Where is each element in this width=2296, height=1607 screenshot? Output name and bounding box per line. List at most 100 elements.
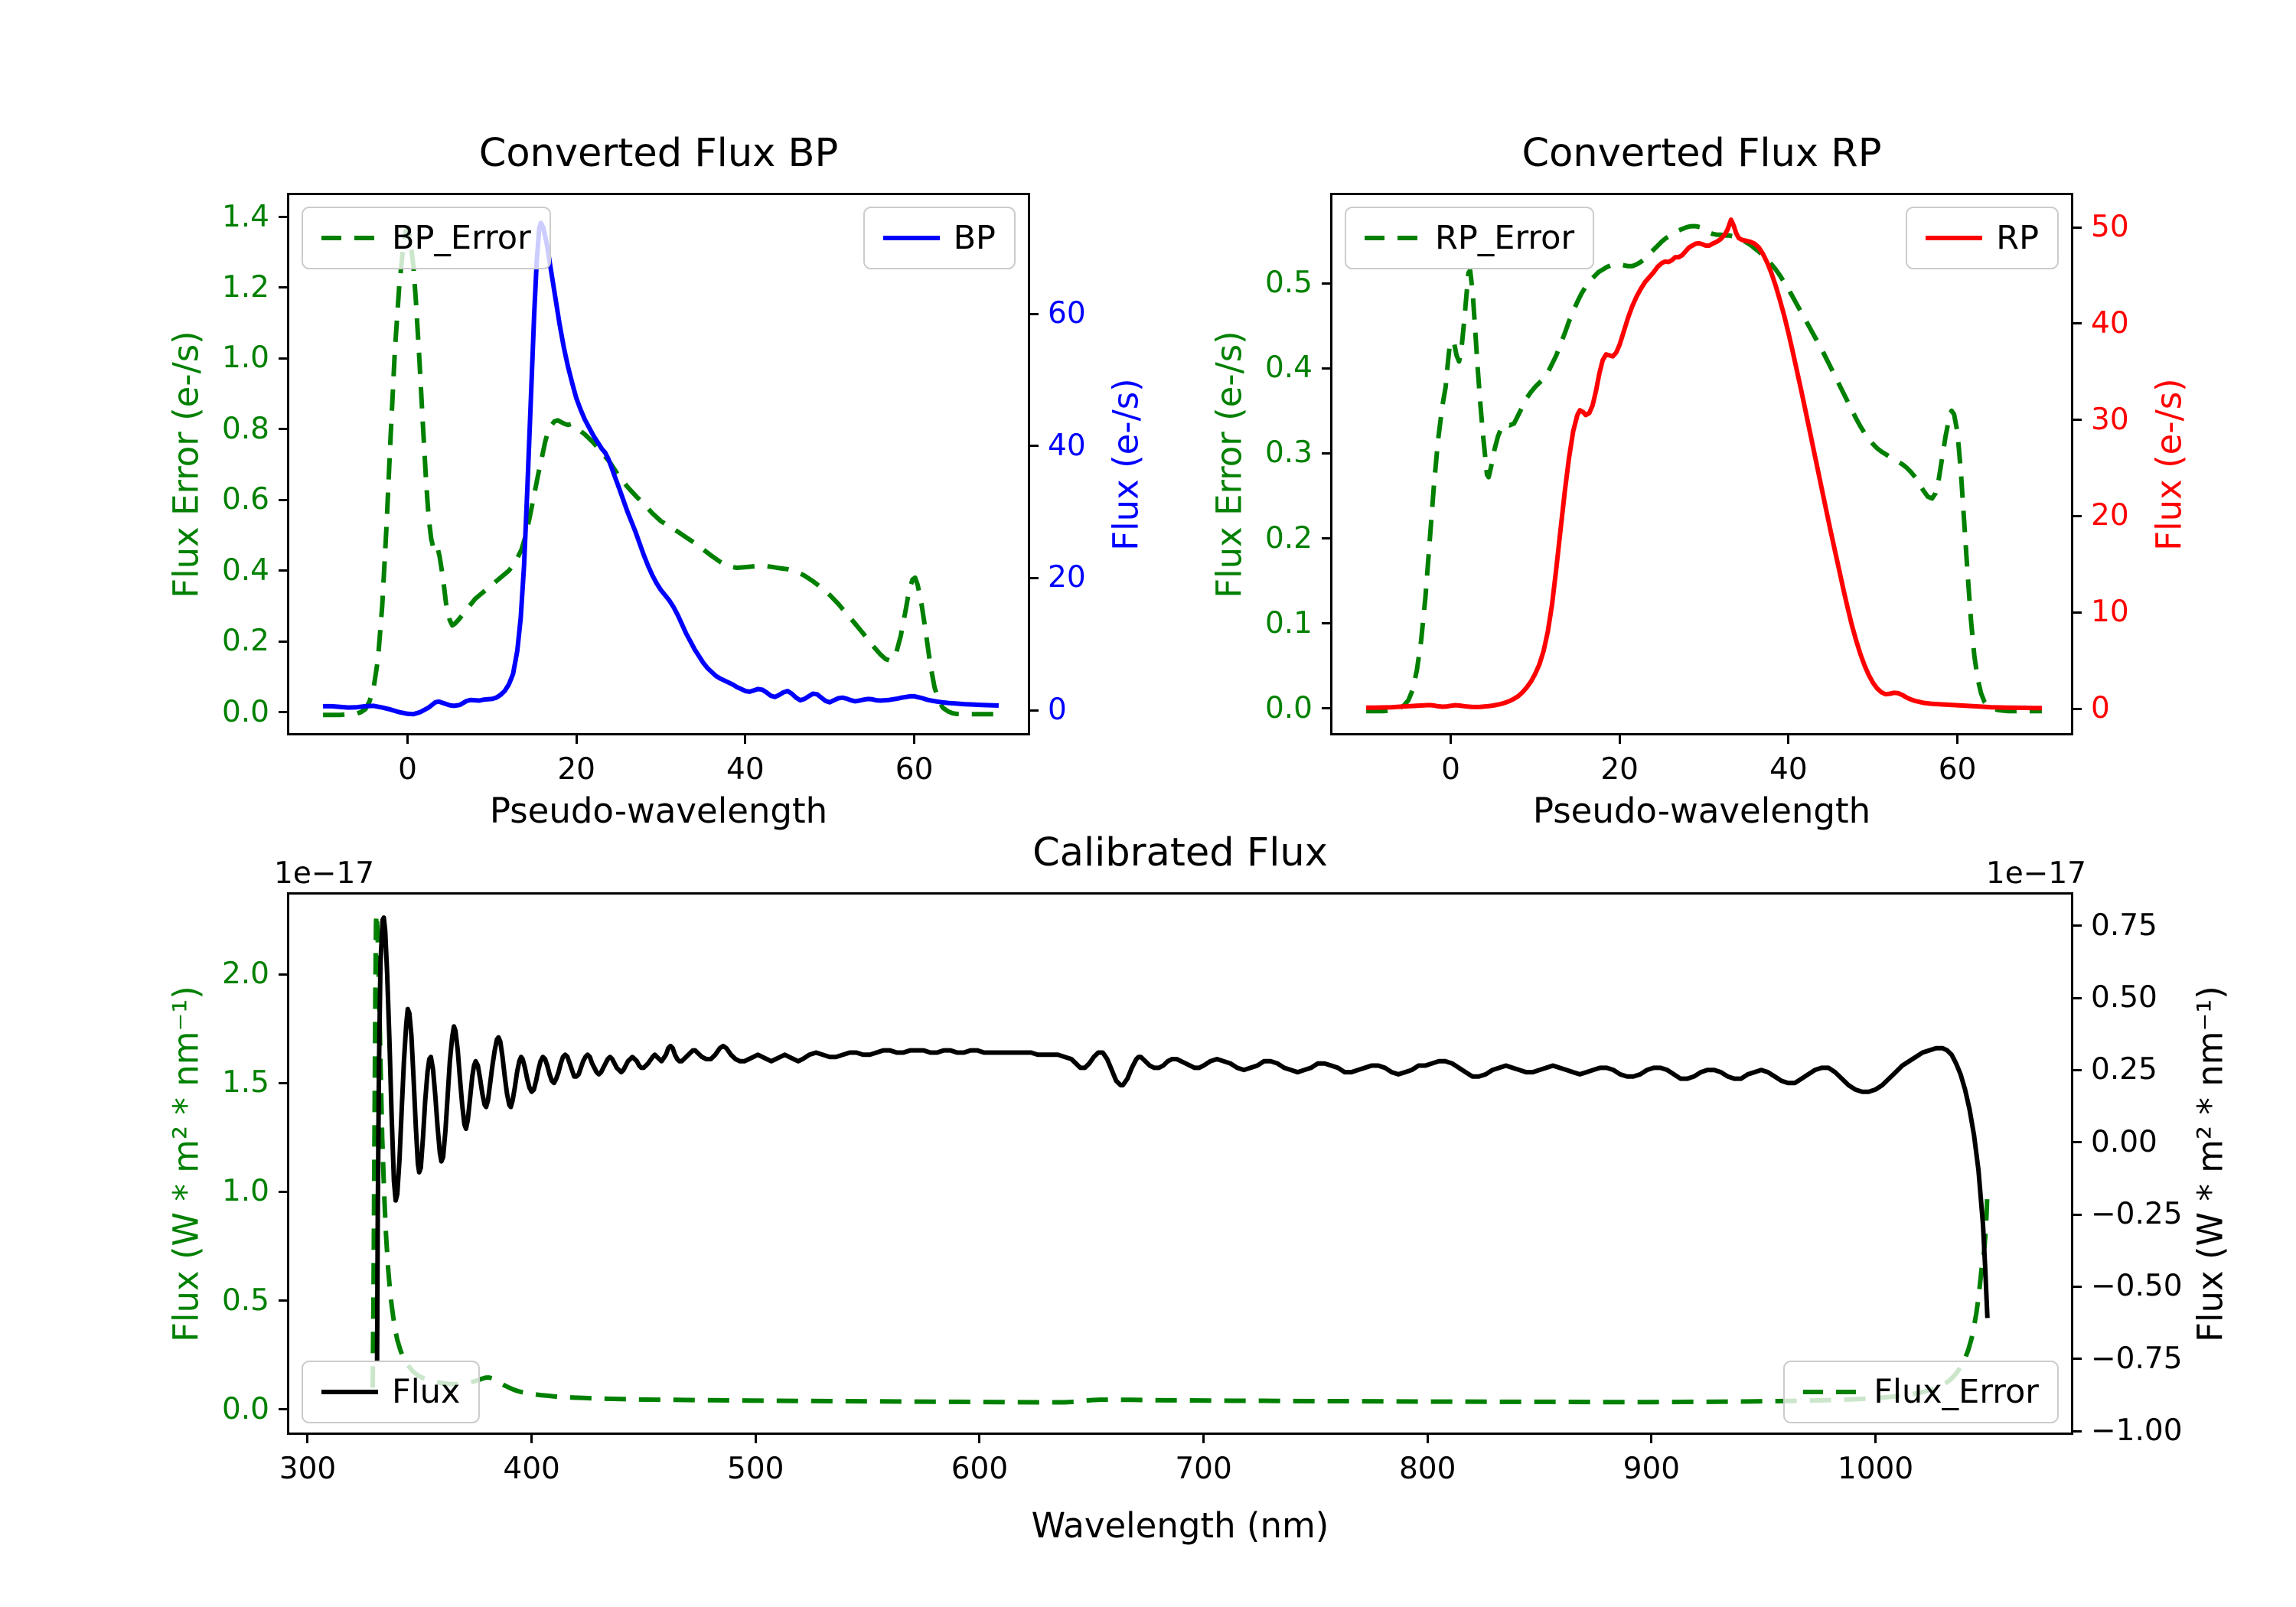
y-tick-label-left: 0.0 — [221, 1391, 269, 1426]
legend-label: Flux_Error — [1874, 1373, 2039, 1411]
y-tick-mark-left — [1322, 451, 1332, 455]
chart-title-rp: Converted Flux RP — [1521, 131, 1882, 176]
x-tick-mark — [1449, 733, 1452, 744]
y-tick-mark-left — [279, 498, 289, 501]
chart-title-bp: Converted Flux BP — [478, 131, 839, 176]
y-tick-mark-right — [1028, 709, 1039, 712]
x-tick-label: 0 — [398, 752, 417, 787]
x-tick-mark — [1618, 733, 1621, 744]
y-tick-mark-left — [1322, 282, 1332, 285]
y-tick-label-left: 1.0 — [221, 1174, 269, 1209]
x-axis-label-bp: Pseudo-wavelength — [489, 790, 828, 831]
y-tick-label-right: −0.25 — [2091, 1197, 2183, 1232]
y-tick-label-left: 1.5 — [221, 1065, 269, 1100]
y-tick-mark-right — [2071, 419, 2082, 422]
y-tick-label-right: −0.50 — [2091, 1269, 2183, 1304]
legend-dashed-line-sample — [1365, 236, 1421, 240]
x-tick-label: 60 — [895, 752, 934, 787]
y-tick-mark-left — [279, 640, 289, 643]
legend-solid-line-sample — [882, 236, 940, 240]
x-tick-mark — [1650, 1433, 1653, 1443]
y-tick-mark-right — [1028, 445, 1039, 448]
y-tick-label-left: 0.3 — [1264, 435, 1313, 471]
y-tick-label-left: 0.0 — [221, 694, 269, 729]
plot-area-rp — [1366, 217, 2042, 714]
x-tick-label: 400 — [503, 1452, 560, 1486]
y-tick-label-left: 1.2 — [221, 269, 269, 305]
y-tick-mark-left — [279, 1299, 289, 1302]
y-tick-mark-left — [279, 428, 289, 431]
y-tick-mark-right — [1028, 312, 1039, 315]
y-tick-mark-right — [2071, 611, 2082, 614]
y-tick-label-left: 0.6 — [221, 482, 269, 517]
axis-offset-text-left: 1e−17 — [274, 856, 375, 891]
y-tick-mark-left — [279, 1081, 289, 1084]
y-tick-mark-left — [279, 216, 289, 218]
y-tick-label-right: 40 — [1048, 428, 1086, 463]
y-tick-label-right: 0 — [1048, 693, 1067, 728]
y-tick-label-left: 1.4 — [221, 199, 269, 234]
x-tick-mark — [1202, 1433, 1205, 1443]
x-tick-mark — [913, 733, 916, 744]
y-tick-mark-left — [1322, 622, 1332, 625]
axis-offset-text-right: 1e−17 — [1985, 856, 2086, 891]
x-axis-label-rp: Pseudo-wavelength — [1532, 790, 1871, 831]
y-tick-mark-left — [279, 1190, 289, 1193]
x-tick-mark — [1787, 733, 1790, 744]
y-tick-mark-right — [2071, 996, 2082, 999]
series-Flux_Error — [370, 911, 1990, 1405]
y-tick-mark-left — [1322, 707, 1332, 710]
y-tick-label-left: 1.0 — [221, 341, 269, 376]
y-tick-mark-right — [2071, 1068, 2082, 1071]
y-tick-label-left: 0.2 — [1264, 520, 1313, 556]
legend-rp-error: RP_Error — [1345, 207, 1595, 269]
x-tick-label: 700 — [1175, 1452, 1232, 1486]
legend-flux-error: Flux_Error — [1783, 1361, 2059, 1423]
y-tick-mark-left — [279, 973, 289, 976]
x-tick-label: 40 — [1769, 752, 1808, 787]
legend-solid-line-sample — [1926, 236, 1983, 240]
series-BP_Error — [323, 225, 999, 718]
chart-calibrated-flux: Calibrated Flux 1e−17 1e−17 Wavelength (… — [166, 830, 2231, 1546]
legend-dashed-line-sample — [1803, 1390, 1861, 1394]
legend-solid-line-sample — [321, 1390, 378, 1394]
y-tick-mark-left — [279, 357, 289, 360]
y-tick-mark-left — [279, 711, 289, 714]
x-tick-label: 500 — [727, 1452, 784, 1486]
plot-area-calibrated — [370, 911, 1990, 1405]
y-tick-label-left: 0.0 — [1264, 690, 1313, 725]
y-tick-label-right: 20 — [2091, 498, 2129, 533]
y-tick-mark-right — [2071, 924, 2082, 927]
legend-label: RP — [1996, 219, 2039, 257]
series-RP — [1366, 217, 2042, 711]
y-tick-mark-right — [1028, 576, 1039, 579]
x-tick-label: 40 — [726, 752, 765, 787]
x-axis-label-wavelength: Wavelength (nm) — [1031, 1505, 1329, 1546]
y-tick-mark-left — [1322, 367, 1332, 370]
series-Flux — [374, 915, 1990, 1362]
y-tick-mark-left — [279, 286, 289, 289]
y-tick-label-right: 30 — [2091, 402, 2129, 437]
legend-bp: BP — [863, 207, 1016, 269]
y-tick-mark-right — [2071, 1141, 2082, 1144]
legend-label: Flux — [392, 1373, 461, 1411]
y-tick-label-right: 0 — [2091, 691, 2110, 726]
y-tick-mark-right — [2071, 226, 2082, 229]
legend-bp-error: BP_Error — [302, 207, 551, 269]
plot-area-bp — [323, 220, 1000, 718]
y-tick-label-left: 0.4 — [221, 553, 269, 588]
y-tick-mark-left — [279, 569, 289, 572]
x-tick-label: 1000 — [1837, 1452, 1914, 1486]
y-tick-label-left: 0.5 — [221, 1283, 269, 1318]
x-tick-label: 0 — [1441, 752, 1460, 787]
y-tick-label-left: 0.4 — [1264, 350, 1313, 386]
y-tick-mark-left — [1322, 537, 1332, 540]
chart-converted-flux-rp: Converted Flux RP Pseudo-wavelength Flux… — [1209, 131, 2190, 831]
legend-flux: Flux — [302, 1361, 481, 1423]
y-tick-label-right: 0.00 — [2091, 1124, 2157, 1159]
x-tick-mark — [978, 1433, 981, 1443]
x-tick-label: 60 — [1938, 752, 1977, 787]
y-tick-label-left: 0.1 — [1264, 605, 1313, 641]
legend-dashed-line-sample — [321, 236, 378, 240]
x-tick-label: 900 — [1623, 1452, 1681, 1486]
